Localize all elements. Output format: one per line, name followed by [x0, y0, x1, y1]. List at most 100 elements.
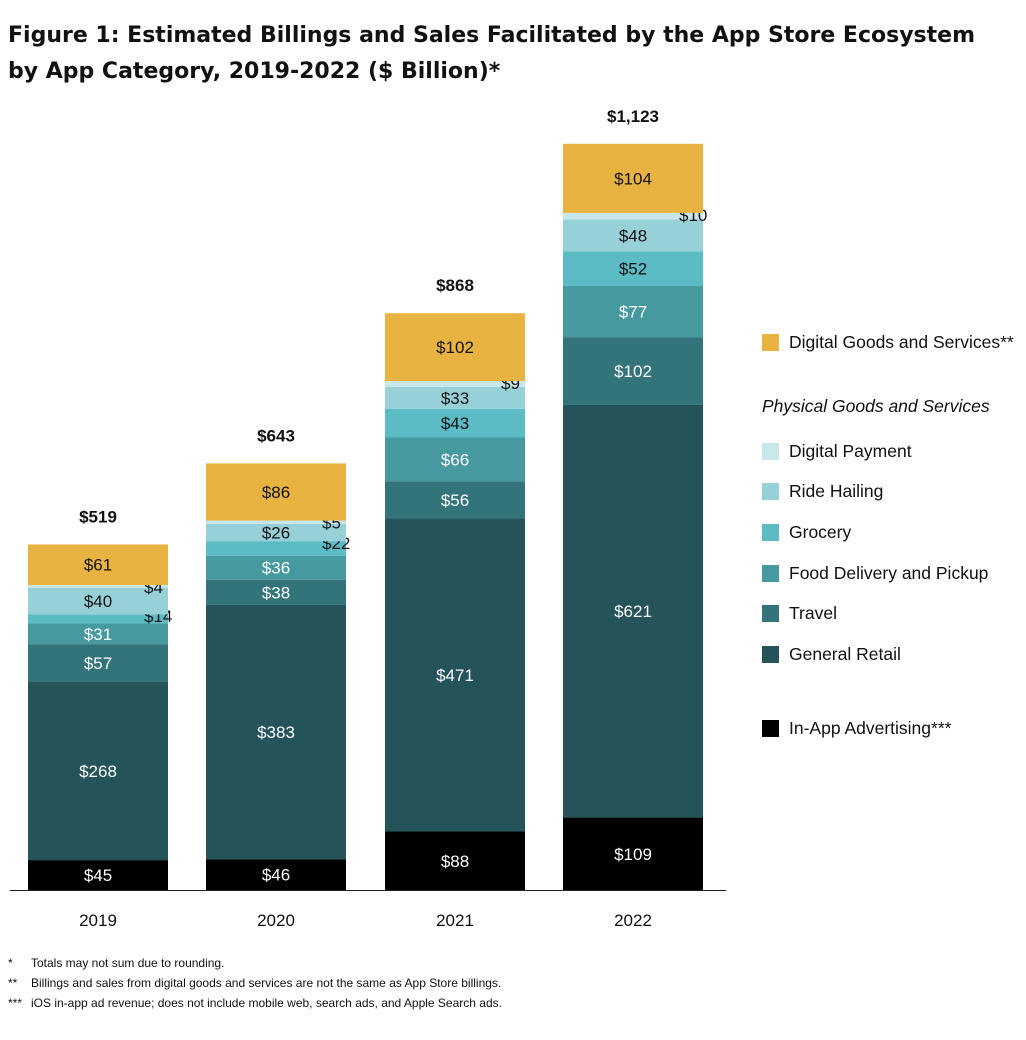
bar-segment-ride-hailing-2021	[385, 386, 525, 409]
footnote-mark: ***	[8, 996, 23, 1010]
legend-label-food-delivery: Food Delivery and Pickup	[789, 562, 989, 583]
data-label-general-retail-2019: $268	[79, 762, 117, 781]
bar-segment-in-app-advertising-2021	[385, 831, 525, 890]
data-label-digital-goods-and-services-2019: $61	[84, 556, 112, 575]
bar-segment-ride-hailing-2022	[563, 219, 703, 252]
footnote: ** Billings and sales from digital goods…	[8, 973, 1008, 993]
total-label-2021: $868	[436, 276, 474, 295]
bar-segment-travel-2021	[385, 481, 525, 519]
bar-segment-in-app-advertising-2019	[28, 860, 168, 890]
data-label-ride-hailing-2020: $26	[262, 523, 290, 542]
total-label-2022: $1,123	[607, 107, 659, 126]
legend-swatch-food-delivery	[762, 564, 779, 582]
footnote-text: Totals may not sum due to rounding.	[31, 956, 225, 970]
footnote-mark: *	[8, 956, 13, 970]
data-label-travel-2020: $38	[262, 583, 290, 602]
bar-segment-food-delivery-and-pickup-2020	[206, 555, 346, 580]
data-label-travel-2019: $57	[84, 654, 112, 673]
data-label-food-delivery-and-pickup-2020: $36	[262, 559, 290, 578]
bar-segment-travel-2019	[28, 644, 168, 683]
legend-swatch-ride-hailing	[762, 482, 779, 500]
data-label-general-retail-2021: $471	[436, 666, 474, 685]
data-label-ride-hailing-2021: $33	[441, 389, 469, 408]
data-label-food-delivery-and-pickup-2019: $31	[84, 625, 112, 644]
x-tick-label-2020: 2020	[257, 911, 295, 930]
legend-heading-physical: Physical Goods and Services	[762, 396, 990, 416]
legend-item-travel: Travel	[762, 601, 837, 625]
legend-item-in-app-advertising: In-App Advertising***	[762, 716, 951, 740]
bar-segment-general-retail-2022	[563, 404, 703, 818]
legend-swatch-in-app-advertising	[762, 719, 779, 737]
bar-segment-ride-hailing-2020	[206, 523, 346, 542]
bar-segment-food-delivery-and-pickup-2021	[385, 437, 525, 482]
legend-label-travel: Travel	[789, 602, 837, 623]
data-label-ride-hailing-2019: $40	[84, 592, 112, 611]
chart-title: Figure 1: Estimated Billings and Sales F…	[8, 23, 976, 84]
stacked-bar-chart: $45$268$57$31$14$40$4$61$5192019$46$383$…	[10, 107, 726, 930]
legend-swatch-digital-goods	[762, 333, 779, 351]
data-label-travel-2021: $56	[441, 491, 469, 510]
bar-segment-digital-payment-2022	[563, 212, 703, 220]
footnote: * Totals may not sum due to rounding.	[8, 953, 1008, 973]
bar-segment-digital-goods-and-services-2019	[28, 544, 168, 585]
data-label-food-delivery-and-pickup-2022: $77	[619, 303, 647, 322]
footnote: *** iOS in-app ad revenue; does not incl…	[8, 993, 1008, 1013]
bar-segment-in-app-advertising-2022	[563, 817, 703, 890]
bar-segment-grocery-2019	[28, 614, 168, 624]
bar-segment-digital-payment-2021	[385, 380, 525, 387]
bar-segment-grocery-2021	[385, 408, 525, 438]
bar-segment-digital-payment-2020	[206, 520, 346, 524]
bar-segment-food-delivery-and-pickup-2019	[28, 623, 168, 645]
data-label-general-retail-2022: $621	[614, 602, 652, 621]
bar-segment-digital-goods-and-services-2020	[206, 463, 346, 521]
legend-label-in-app-advertising: In-App Advertising***	[789, 717, 952, 738]
legend-item-digital-goods: Digital Goods and Services**	[762, 330, 1014, 354]
total-label-2020: $643	[257, 426, 295, 445]
bar-segment-travel-2022	[563, 337, 703, 405]
bar-segment-general-retail-2021	[385, 518, 525, 832]
legend-swatch-digital-payment	[762, 442, 779, 460]
x-tick-label-2019: 2019	[79, 911, 117, 930]
data-label-digital-goods-and-services-2021: $102	[436, 338, 474, 357]
footnote-text: Billings and sales from digital goods an…	[31, 976, 502, 990]
legend-swatch-general-retail	[762, 645, 779, 663]
footnote-text: iOS in-app ad revenue; does not include …	[31, 996, 502, 1010]
legend-item-food-delivery: Food Delivery and Pickup	[762, 561, 988, 585]
data-label-in-app-advertising-2019: $45	[84, 866, 112, 885]
footnotes: * Totals may not sum due to rounding. **…	[8, 953, 1008, 1013]
legend-label-digital-goods: Digital Goods and Services**	[789, 331, 1014, 352]
bar-segment-digital-goods-and-services-2022	[563, 143, 703, 213]
legend-item-ride-hailing: Ride Hailing	[762, 479, 883, 503]
bar-segment-travel-2020	[206, 579, 346, 605]
data-label-ride-hailing-2022: $48	[619, 226, 647, 245]
bar-segment-grocery-2022	[563, 251, 703, 286]
legend-label-general-retail: General Retail	[789, 643, 901, 664]
legend-label-ride-hailing: Ride Hailing	[789, 480, 884, 501]
data-label-general-retail-2020: $383	[257, 723, 295, 742]
legend-item-digital-payment: Digital Payment	[762, 439, 912, 463]
x-tick-label-2022: 2022	[614, 911, 652, 930]
legend-label-grocery: Grocery	[789, 521, 852, 542]
bar-segment-in-app-advertising-2020	[206, 859, 346, 890]
bar-segment-general-retail-2020	[206, 604, 346, 860]
data-label-in-app-advertising-2020: $46	[262, 866, 290, 885]
legend-label-digital-payment: Digital Payment	[789, 440, 912, 461]
bar-segment-ride-hailing-2019	[28, 587, 168, 615]
bar-segment-general-retail-2019	[28, 682, 168, 861]
footnote-mark: **	[8, 976, 18, 990]
legend-swatch-travel	[762, 604, 779, 622]
data-label-in-app-advertising-2021: $88	[441, 852, 469, 871]
data-label-grocery-2022: $52	[619, 260, 647, 279]
data-label-travel-2022: $102	[614, 362, 652, 381]
x-tick-label-2021: 2021	[436, 911, 474, 930]
legend-swatch-grocery	[762, 523, 779, 541]
bar-segment-digital-goods-and-services-2021	[385, 313, 525, 381]
data-label-in-app-advertising-2022: $109	[614, 845, 652, 864]
bar-segment-digital-payment-2019	[28, 584, 168, 588]
total-label-2019: $519	[79, 507, 117, 526]
data-label-grocery-2021: $43	[441, 414, 469, 433]
bar-segment-grocery-2020	[206, 541, 346, 556]
data-label-food-delivery-and-pickup-2021: $66	[441, 450, 469, 469]
bar-segment-food-delivery-and-pickup-2022	[563, 285, 703, 338]
legend-item-grocery: Grocery	[762, 520, 851, 544]
